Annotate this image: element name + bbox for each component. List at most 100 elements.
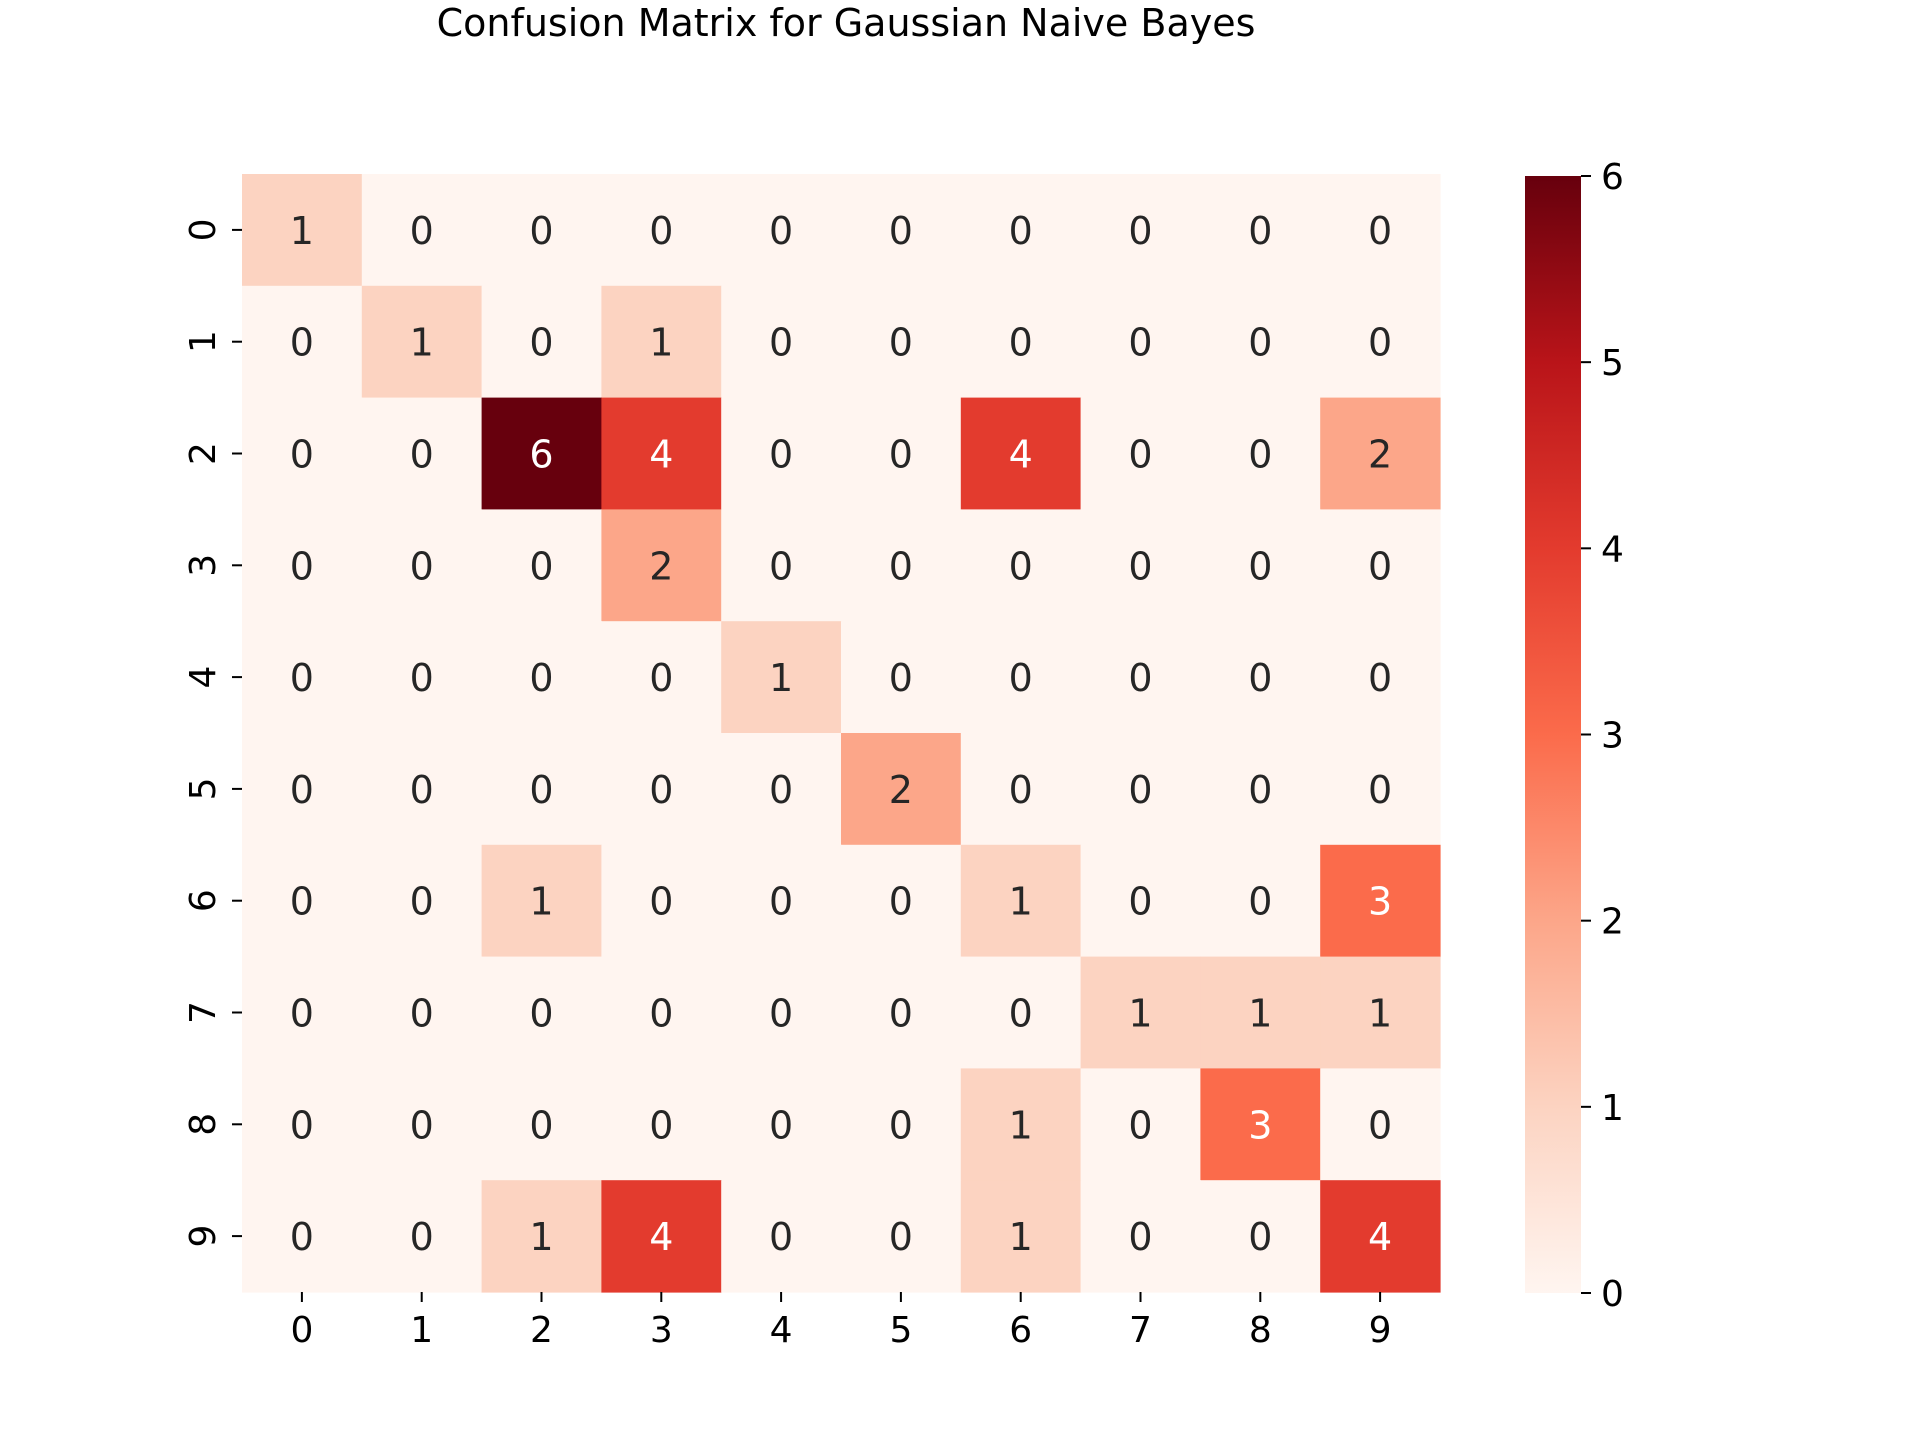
cell-annotation: 0 (1248, 1215, 1272, 1259)
cell-annotation: 0 (290, 321, 314, 365)
cell-annotation: 0 (889, 433, 913, 477)
cell-annotation: 0 (1368, 1103, 1392, 1147)
heatmap-cell (721, 621, 842, 734)
cell-annotation: 1 (1009, 880, 1033, 924)
heatmap-cell (242, 844, 363, 958)
cell-annotation: 0 (529, 321, 553, 365)
heatmap-cell (721, 174, 842, 287)
cell-annotation: 0 (1128, 544, 1152, 588)
cell-annotation: 0 (889, 992, 913, 1036)
cell-annotation: 0 (649, 880, 673, 924)
heatmap-cell (1080, 509, 1201, 622)
heatmap-cell (361, 174, 483, 287)
colorbar-tick-label: 2 (1601, 902, 1624, 943)
cell-annotation: 0 (290, 433, 314, 477)
heatmap-cell (601, 956, 722, 1069)
x-tick-label: 6 (1009, 1310, 1032, 1351)
cell-annotation: 1 (529, 1215, 553, 1259)
heatmap-cell (721, 1068, 842, 1181)
cell-annotation: 0 (769, 544, 793, 588)
heatmap-cell (481, 733, 602, 846)
heatmap-cell (1080, 621, 1201, 734)
cell-annotation: 0 (1248, 656, 1272, 700)
cell-annotation: 0 (529, 768, 553, 812)
heatmap-cell (1320, 397, 1441, 510)
cell-annotation: 0 (889, 656, 913, 700)
x-tick-label: 4 (770, 1310, 793, 1351)
heatmap-cell (1320, 1068, 1441, 1181)
cell-annotation: 0 (1009, 209, 1033, 253)
cell-annotation: 0 (410, 880, 434, 924)
heatmap-cell (841, 956, 962, 1069)
heatmap-cell (481, 844, 602, 958)
heatmap-cell (601, 1068, 722, 1181)
heatmap-cell (1200, 509, 1321, 622)
heatmap-cells (242, 174, 1441, 1293)
heatmap-cell (841, 621, 962, 734)
heatmap-cell (481, 956, 602, 1069)
cell-annotation: 1 (1128, 992, 1152, 1036)
heatmap-cell (1200, 956, 1321, 1069)
cell-annotation: 0 (290, 656, 314, 700)
cell-annotation: 0 (1128, 433, 1152, 477)
cell-annotation: 0 (769, 209, 793, 253)
x-tick-label: 0 (290, 1310, 313, 1351)
heatmap-cell (481, 1068, 602, 1181)
cell-annotation: 0 (649, 1103, 673, 1147)
chart-title: Confusion Matrix for Gaussian Naive Baye… (437, 1, 1256, 45)
cell-annotation: 4 (649, 433, 673, 477)
cell-annotation: 0 (1248, 544, 1272, 588)
cell-annotation: 0 (1128, 1215, 1152, 1259)
heatmap-cell (1200, 621, 1321, 734)
heatmap-cell (361, 621, 483, 734)
heatmap-cell (242, 397, 363, 510)
cell-annotation: 0 (410, 656, 434, 700)
cell-annotation: 4 (649, 1215, 673, 1259)
heatmap-cell (960, 174, 1082, 287)
cell-annotation: 0 (889, 209, 913, 253)
cell-annotation: 0 (410, 1103, 434, 1147)
colorbar-tick-label: 4 (1601, 529, 1624, 570)
heatmap-cell (1320, 285, 1441, 399)
cell-annotation: 0 (889, 544, 913, 588)
heatmap-cell (1320, 1180, 1441, 1293)
cell-annotation: 0 (1368, 768, 1392, 812)
y-tick-label: 8 (183, 1113, 224, 1136)
heatmap-cell (1200, 285, 1321, 399)
x-tick-label: 5 (889, 1310, 912, 1351)
cell-annotation: 4 (1009, 433, 1033, 477)
cell-annotation: 0 (529, 209, 553, 253)
colorbar-tick-label: 0 (1601, 1274, 1624, 1315)
cell-annotation: 0 (769, 1103, 793, 1147)
cell-annotation: 0 (889, 1215, 913, 1259)
heatmap-cell (361, 844, 483, 958)
cell-annotation: 0 (769, 433, 793, 477)
cell-annotation: 0 (889, 1103, 913, 1147)
heatmap-cell (1320, 174, 1441, 287)
cell-annotation: 0 (1128, 1103, 1152, 1147)
heatmap-cell (1200, 174, 1321, 287)
cell-annotation: 0 (290, 1103, 314, 1147)
cell-annotation: 2 (649, 544, 673, 588)
heatmap-cell (1320, 509, 1441, 622)
colorbar-bar (1525, 176, 1581, 1293)
x-tick-label: 9 (1369, 1310, 1392, 1351)
heatmap-cell (1080, 174, 1201, 287)
cell-annotation: 0 (529, 656, 553, 700)
heatmap-cell (242, 509, 363, 622)
y-tick-label: 1 (183, 330, 224, 353)
heatmap-cell (841, 1068, 962, 1181)
cell-annotation: 0 (1248, 433, 1272, 477)
cell-annotation: 0 (889, 321, 913, 365)
heatmap-cell (481, 397, 602, 510)
cell-annotation: 0 (1128, 321, 1152, 365)
heatmap-cell (242, 1068, 363, 1181)
heatmap-cell (1200, 397, 1321, 510)
heatmap-cell (1320, 733, 1441, 846)
cell-annotation: 0 (1368, 656, 1392, 700)
cell-annotation: 0 (1128, 656, 1152, 700)
heatmap-cell (841, 174, 962, 287)
cell-annotation: 1 (1009, 1103, 1033, 1147)
heatmap-cell (601, 844, 722, 958)
